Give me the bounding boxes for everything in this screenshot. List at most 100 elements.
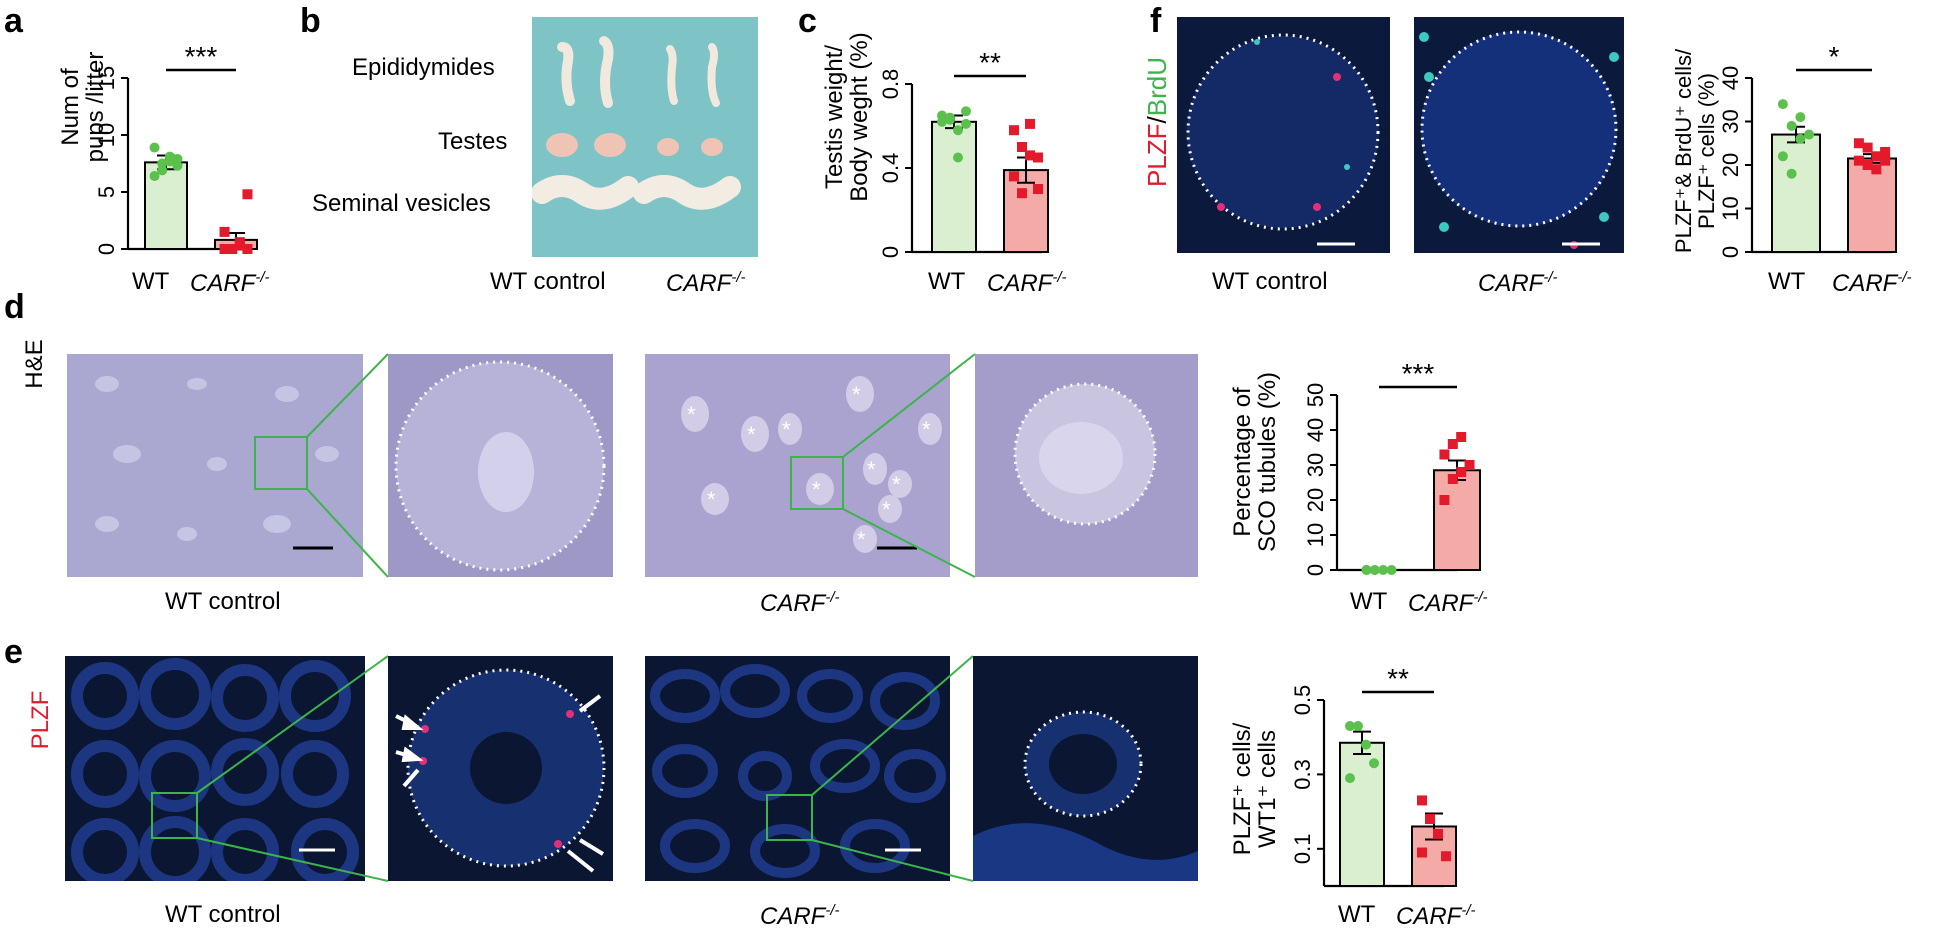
label-b-wt-control: WT control <box>490 268 606 295</box>
organ-photo <box>532 17 758 257</box>
y-tick-label: 0 <box>1303 564 1328 576</box>
panel-letter-c: c <box>798 2 817 40</box>
xlabel-c-wt: WT <box>928 268 966 295</box>
data-point-ko <box>1433 828 1443 839</box>
ylabel-f: PLZF⁺& BrdU⁺ cells/PLZF⁺ cells (%) <box>1671 48 1720 254</box>
zoom-lines-d-ko <box>842 353 976 578</box>
data-point-wt <box>149 142 160 153</box>
data-point-wt <box>1353 721 1363 732</box>
label-e-ko: CARF-/- <box>760 902 840 930</box>
svg-text:*: * <box>922 417 931 442</box>
image-d-wt-zoom <box>388 354 613 577</box>
xlabel-f-ko: CARF-/- <box>1832 269 1912 297</box>
chart-a: 0 5 10 15 *** <box>94 41 258 255</box>
ylabel-e: PLZF⁺ cells/WT1⁺ cells <box>1229 722 1282 856</box>
data-point-ko <box>1025 118 1035 129</box>
label-d-ko: CARF-/- <box>760 589 840 617</box>
y-tick-label: 10 <box>1718 196 1743 220</box>
data-point-wt <box>961 118 971 129</box>
image-d-ko-zoom <box>975 354 1198 577</box>
ylabel-d: Percentage of SCO tubules (%) <box>1229 371 1282 553</box>
xlabel-e-ko: CARF-/- <box>1396 902 1476 930</box>
data-point-ko <box>1447 439 1458 449</box>
xlabel-d-ko: CARF-/- <box>1408 589 1488 617</box>
data-point-ko <box>1862 160 1873 170</box>
svg-text:*: * <box>782 417 791 442</box>
image-e-wt-low <box>65 656 365 881</box>
panel-letter-f: f <box>1150 2 1162 40</box>
data-point-wt <box>172 160 183 171</box>
data-point-ko <box>1871 151 1882 162</box>
data-point-ko <box>219 226 230 237</box>
data-point-wt <box>172 153 183 164</box>
data-point-wt <box>945 112 955 123</box>
data-point-ko <box>1425 814 1435 825</box>
data-point-wt <box>1361 565 1372 575</box>
y-tick-label: 15 <box>94 66 119 90</box>
data-point-ko <box>1441 851 1451 862</box>
data-point-ko <box>1009 171 1019 182</box>
image-e-wt-zoom <box>388 656 613 881</box>
zoom-lines-d-wt <box>306 353 389 578</box>
xlabel-e-wt: WT <box>1338 901 1376 928</box>
data-point-wt <box>1786 120 1797 131</box>
y-tick-label: 50 <box>1303 383 1328 407</box>
data-point-wt <box>1795 133 1806 144</box>
label-b-ko: CARF-/- <box>666 269 746 297</box>
data-point-ko <box>227 244 238 254</box>
y-tick-label: 0.3 <box>1290 759 1315 790</box>
svg-text:*: * <box>857 527 866 552</box>
data-point-ko <box>1456 467 1467 477</box>
bar-wt <box>931 120 977 253</box>
data-point-wt <box>157 158 168 169</box>
y-tick-label: 30 <box>1718 109 1743 133</box>
y-tick-label: 20 <box>1718 153 1743 177</box>
image-d-ko-low: * * * * * * * * * * * <box>645 354 950 577</box>
xlabel-a-wt: WT <box>132 268 170 295</box>
chart-f: 0 10 20 30 40 * <box>1718 41 1897 258</box>
significance-stars: ** <box>1387 663 1409 694</box>
significance-stars: * <box>1829 41 1840 72</box>
data-point-ko <box>234 237 245 248</box>
significance-stars: ** <box>979 47 1001 78</box>
label-epididymides: Epididymides <box>352 54 495 81</box>
data-point-wt <box>1345 773 1355 784</box>
y-tick-label: 0 <box>1718 246 1743 258</box>
data-point-ko <box>1417 795 1427 806</box>
data-point-wt <box>1361 739 1371 750</box>
y-tick-label: 0 <box>94 243 119 255</box>
label-seminal-vesicles: Seminal vesicles <box>312 190 491 217</box>
y-tick-label: 0 <box>878 246 903 258</box>
svg-text:*: * <box>812 477 821 502</box>
y-tick-label: 20 <box>1303 488 1328 512</box>
image-f-ko <box>1414 17 1624 253</box>
label-d-wt-control: WT control <box>165 588 281 615</box>
data-point-ko <box>242 244 253 254</box>
ylabel-a: Num of pups /litter <box>57 51 110 163</box>
data-point-wt <box>1786 168 1797 179</box>
data-point-wt <box>149 171 160 182</box>
xlabel-a-ko: CARF-/- <box>190 269 270 297</box>
y-tick-label: 40 <box>1718 66 1743 90</box>
data-point-wt <box>953 125 963 136</box>
data-point-wt <box>1804 129 1815 140</box>
data-point-ko <box>1025 150 1035 161</box>
data-point-ko <box>1033 184 1043 194</box>
data-point-ko <box>1464 460 1475 470</box>
data-point-wt <box>1795 112 1806 123</box>
data-point-wt <box>1369 758 1379 769</box>
data-point-wt <box>1386 565 1397 575</box>
label-f-markers: PLZF/BrdU <box>1142 56 1172 188</box>
bar-ko <box>1003 169 1049 254</box>
label-f-ko: CARF-/- <box>1478 269 1558 297</box>
label-testes: Testes <box>438 128 508 155</box>
svg-text:*: * <box>707 487 716 512</box>
bar-ko <box>1433 469 1481 571</box>
zoom-lines-e-wt <box>196 655 389 882</box>
data-point-ko <box>1456 432 1467 442</box>
y-tick-label: 5 <box>94 186 119 198</box>
panel-letter-a: a <box>4 2 23 40</box>
svg-text:*: * <box>882 497 891 522</box>
label-e-plzf: PLZF <box>27 690 54 750</box>
data-point-ko <box>242 189 253 200</box>
